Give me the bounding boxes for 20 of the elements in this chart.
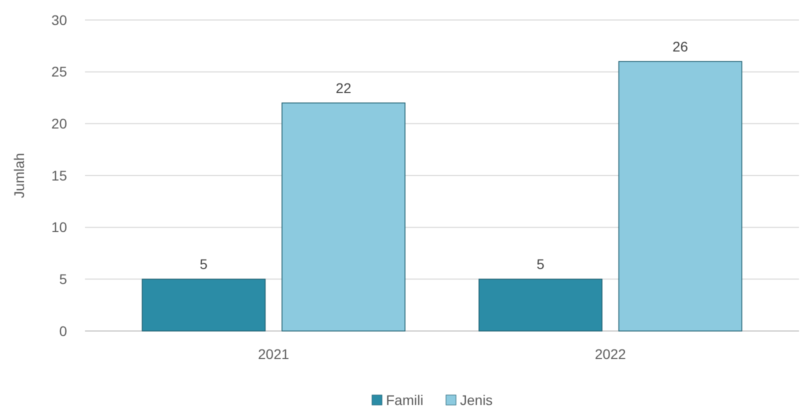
- y-tick-label: 30: [51, 12, 68, 28]
- y-tick-label: 15: [51, 167, 68, 184]
- bar: [478, 278, 602, 332]
- bar: [618, 61, 742, 332]
- y-tick-label: 25: [51, 64, 68, 80]
- y-tick-label: 0: [59, 322, 68, 339]
- data-label: 22: [336, 80, 352, 96]
- y-axis-title: Jumlah: [11, 152, 27, 198]
- data-label: 26: [672, 38, 688, 54]
- data-label: 5: [200, 256, 208, 272]
- bar: [282, 102, 406, 332]
- data-label: 5: [536, 256, 545, 272]
- y-tick-label: 20: [51, 116, 68, 132]
- y-tick-label: 10: [51, 219, 68, 236]
- x-tick-label: 2021: [258, 346, 290, 362]
- y-tick-label: 5: [59, 271, 68, 288]
- legend-label: Famili: [386, 392, 424, 408]
- legend-label: Jenis: [460, 392, 493, 408]
- x-tick-label: 2022: [594, 346, 626, 362]
- bar: [142, 278, 266, 332]
